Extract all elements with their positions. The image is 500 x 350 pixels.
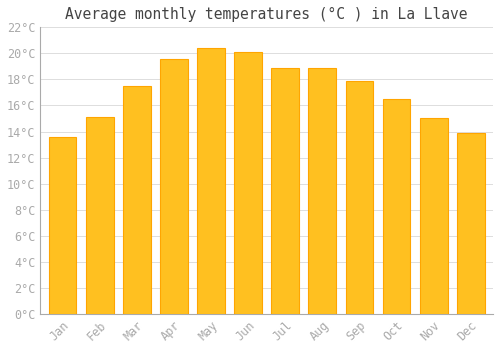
Bar: [197, 48, 225, 314]
Bar: [160, 58, 188, 314]
Bar: [308, 68, 336, 314]
Bar: [346, 81, 374, 314]
Bar: [123, 86, 150, 314]
Bar: [86, 117, 114, 314]
Bar: [382, 99, 410, 314]
Bar: [272, 68, 299, 314]
Bar: [457, 133, 484, 314]
Bar: [48, 137, 76, 314]
Title: Average monthly temperatures (°C ) in La Llave: Average monthly temperatures (°C ) in La…: [66, 7, 468, 22]
Bar: [234, 52, 262, 314]
Bar: [420, 119, 448, 314]
